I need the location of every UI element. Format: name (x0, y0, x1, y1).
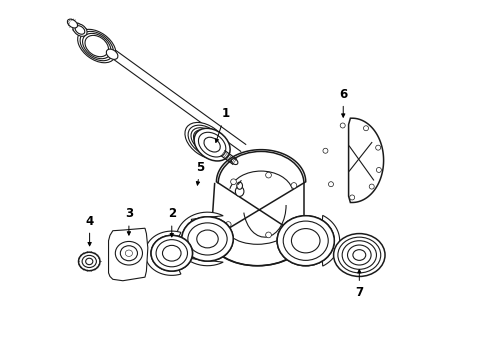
Ellipse shape (82, 255, 97, 267)
Text: 5: 5 (196, 161, 204, 185)
Ellipse shape (188, 125, 223, 156)
Ellipse shape (237, 182, 243, 189)
Text: 7: 7 (355, 270, 364, 299)
Ellipse shape (188, 223, 227, 255)
Text: 6: 6 (339, 88, 347, 117)
Ellipse shape (350, 195, 355, 200)
Ellipse shape (219, 248, 227, 256)
Ellipse shape (219, 222, 227, 229)
Ellipse shape (369, 184, 374, 189)
Ellipse shape (194, 128, 230, 161)
Ellipse shape (185, 122, 226, 159)
Ellipse shape (187, 222, 228, 256)
Ellipse shape (266, 232, 271, 238)
Ellipse shape (334, 234, 385, 276)
Polygon shape (109, 228, 148, 281)
Text: 2: 2 (168, 207, 176, 237)
Ellipse shape (291, 183, 297, 188)
Ellipse shape (225, 222, 231, 228)
Ellipse shape (85, 35, 108, 57)
Ellipse shape (80, 31, 113, 61)
Text: 4: 4 (85, 215, 94, 246)
Polygon shape (320, 215, 340, 266)
Ellipse shape (68, 19, 77, 28)
Ellipse shape (338, 237, 381, 273)
Ellipse shape (376, 167, 381, 172)
Ellipse shape (353, 249, 366, 260)
Ellipse shape (73, 24, 87, 36)
Ellipse shape (156, 240, 188, 267)
Ellipse shape (323, 148, 328, 153)
Ellipse shape (198, 132, 226, 157)
Ellipse shape (291, 222, 297, 228)
Ellipse shape (151, 235, 193, 271)
Ellipse shape (347, 245, 371, 265)
Ellipse shape (340, 123, 345, 128)
Ellipse shape (204, 137, 221, 152)
Ellipse shape (283, 221, 328, 260)
Ellipse shape (194, 130, 218, 152)
Ellipse shape (328, 182, 334, 187)
Ellipse shape (75, 26, 85, 34)
Polygon shape (211, 150, 306, 266)
Polygon shape (348, 118, 384, 203)
Polygon shape (145, 231, 181, 275)
Ellipse shape (342, 241, 376, 269)
Ellipse shape (364, 126, 368, 131)
Ellipse shape (106, 49, 118, 59)
Ellipse shape (283, 221, 328, 260)
Ellipse shape (235, 186, 244, 197)
Ellipse shape (182, 217, 233, 261)
Ellipse shape (231, 179, 236, 185)
Ellipse shape (188, 248, 196, 256)
Ellipse shape (182, 217, 233, 261)
Ellipse shape (376, 145, 381, 150)
Ellipse shape (266, 172, 271, 178)
Ellipse shape (156, 240, 188, 267)
Ellipse shape (151, 235, 193, 271)
Ellipse shape (82, 33, 111, 59)
Text: 3: 3 (125, 207, 133, 235)
Ellipse shape (196, 229, 219, 249)
Polygon shape (176, 212, 223, 266)
Polygon shape (211, 152, 304, 266)
Ellipse shape (78, 252, 100, 271)
Ellipse shape (277, 216, 334, 266)
Polygon shape (73, 23, 245, 151)
Ellipse shape (191, 128, 220, 154)
Text: 1: 1 (215, 107, 229, 143)
Ellipse shape (188, 222, 196, 229)
Ellipse shape (115, 242, 143, 265)
Ellipse shape (77, 30, 116, 63)
Ellipse shape (277, 216, 334, 266)
Ellipse shape (231, 159, 238, 165)
